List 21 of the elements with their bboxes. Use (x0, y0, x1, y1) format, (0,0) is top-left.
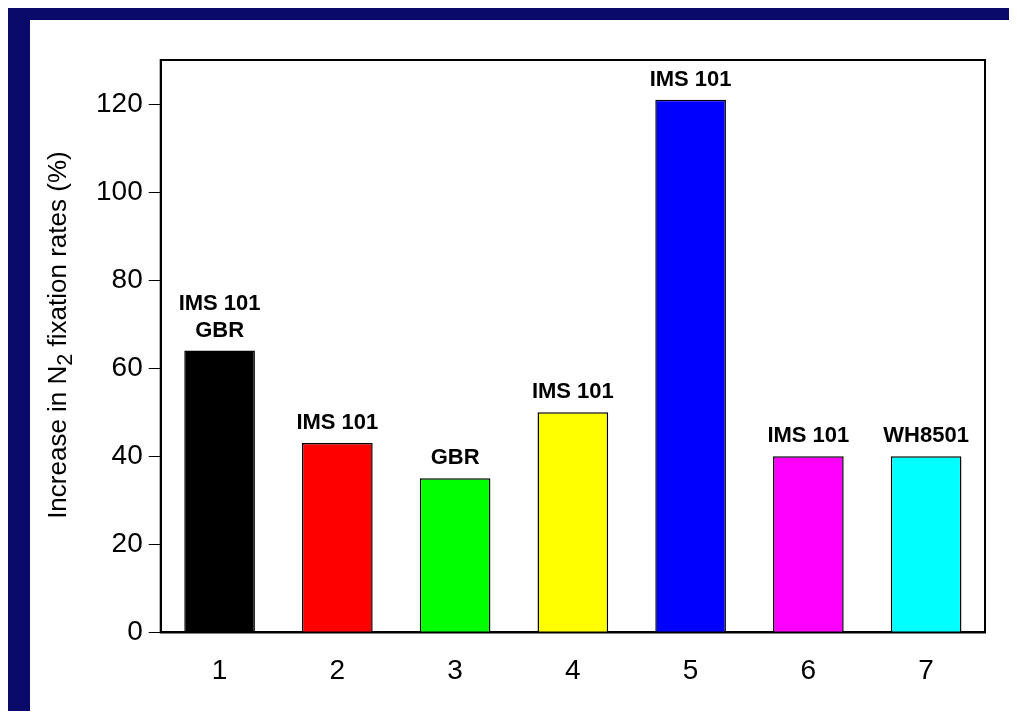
x-tick-label: 7 (918, 653, 934, 685)
x-tick-label: 2 (329, 653, 346, 685)
annotation: IMS 101 (531, 378, 614, 404)
y-tick-label: 20 (111, 527, 143, 559)
y-tick-label: 100 (96, 174, 143, 206)
annotation: IMS 101 GBR (178, 289, 261, 342)
annotation: GBR (430, 444, 480, 470)
annotation: IMS 101 (296, 409, 379, 435)
x-tick-label: 3 (447, 653, 463, 685)
y-tick-label: 0 (127, 615, 143, 647)
y-tick-label: 40 (111, 439, 143, 470)
x-tick-label: 5 (682, 653, 699, 685)
x-tick-label: 4 (565, 653, 581, 685)
x-tick-label: 1 (211, 653, 228, 685)
y-tick-label: 80 (111, 262, 143, 294)
y-tick-label: 60 (111, 350, 143, 382)
x-tick-label: 6 (800, 653, 817, 685)
y-tick-label: 120 (96, 86, 143, 118)
annotation: WH8501 (883, 422, 969, 448)
annotation: IMS 101 (649, 65, 732, 91)
annotation: IMS 101 (767, 422, 850, 448)
